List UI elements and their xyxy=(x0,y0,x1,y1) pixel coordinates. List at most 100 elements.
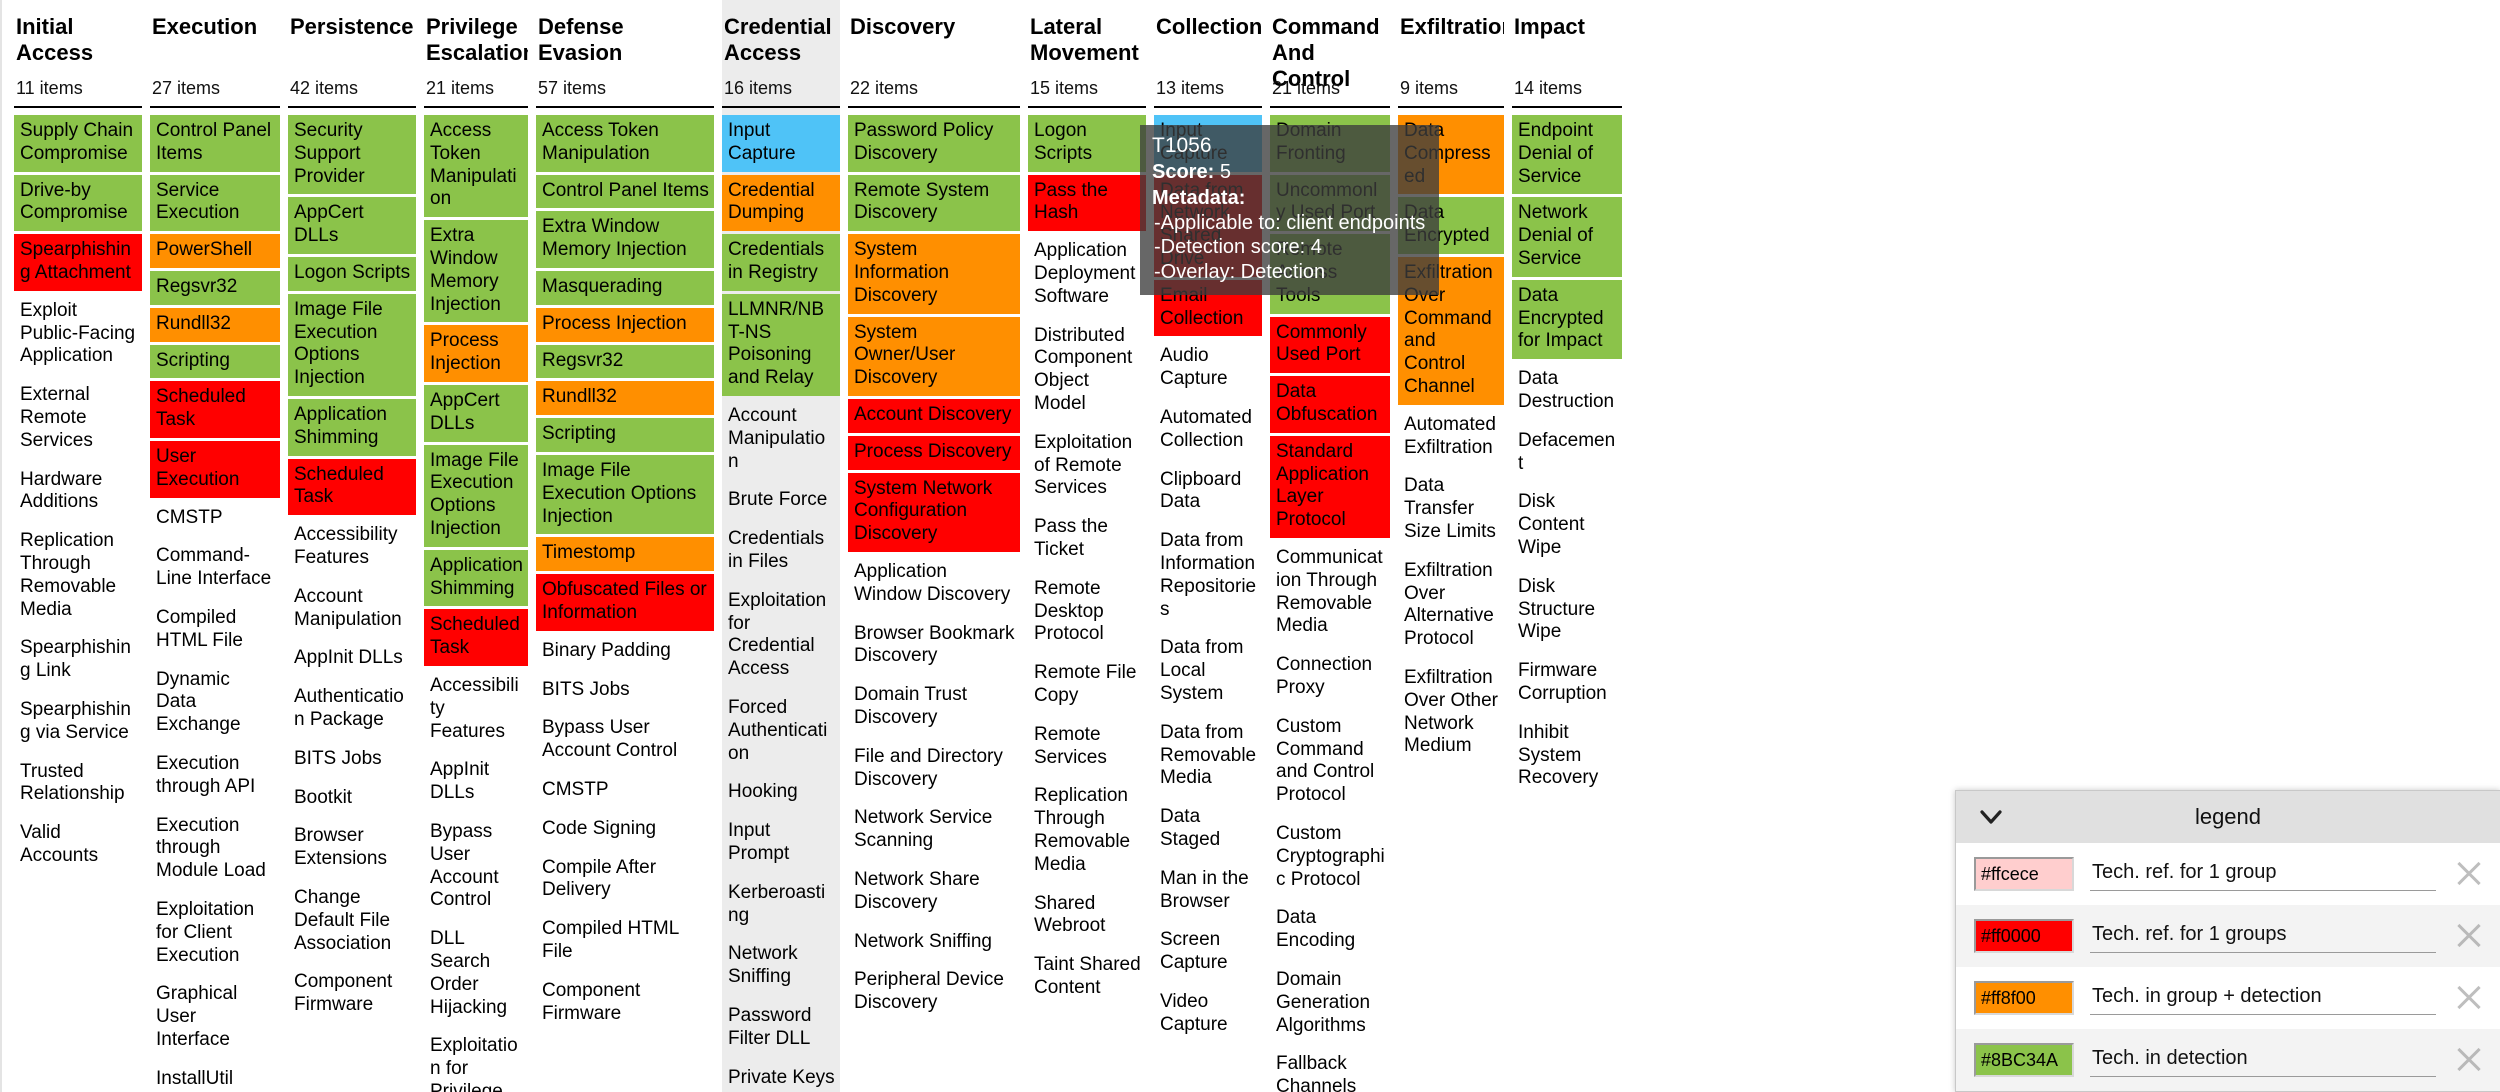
technique-cell[interactable]: Application Shimming xyxy=(288,398,416,456)
technique-cell[interactable]: Process Injection xyxy=(536,307,714,342)
legend-color-input[interactable]: #ff0000 xyxy=(1974,919,2074,953)
technique-cell[interactable]: Disk Content Wipe xyxy=(1518,491,1585,558)
legend-label-input[interactable]: Tech. in detection xyxy=(2090,1043,2436,1077)
technique-cell[interactable]: Commonly Used Port xyxy=(1270,316,1390,374)
technique-cell[interactable]: Credential Dumping xyxy=(722,174,840,232)
technique-cell[interactable]: Domain Fronting xyxy=(1270,115,1390,172)
technique-cell[interactable]: Custom Command and Control Protocol xyxy=(1276,715,1375,806)
technique-cell[interactable]: Rundll32 xyxy=(536,381,714,416)
technique-cell[interactable]: Regsvr32 xyxy=(536,344,714,379)
technique-cell[interactable]: Image File Execution Options Injection xyxy=(536,454,714,535)
technique-cell[interactable]: Control Panel Items xyxy=(536,174,714,209)
technique-cell[interactable]: Compiled HTML File xyxy=(542,918,679,962)
technique-cell[interactable]: Data from Network Shared Drive xyxy=(1154,174,1262,277)
technique-cell[interactable]: Communication Through Removable Media xyxy=(1276,546,1383,637)
technique-cell[interactable]: Kerberoasting xyxy=(728,881,826,926)
technique-cell[interactable]: Data from Removable Media xyxy=(1160,721,1257,789)
technique-cell[interactable]: BITS Jobs xyxy=(542,678,630,700)
technique-cell[interactable]: Domain Trust Discovery xyxy=(854,684,967,728)
technique-cell[interactable]: Trusted Relationship xyxy=(20,760,125,805)
technique-cell[interactable]: Browser Bookmark Discovery xyxy=(854,622,1015,667)
tactic-header-impact[interactable]: Impact xyxy=(1514,14,1585,39)
technique-cell[interactable]: Remote System Discovery xyxy=(848,174,1020,232)
technique-cell[interactable]: Remote File Copy xyxy=(1034,662,1137,706)
technique-cell[interactable]: Drive-by Compromise xyxy=(14,174,142,232)
technique-cell[interactable]: Scheduled Task xyxy=(150,381,280,438)
legend-color-input[interactable]: #8BC34A xyxy=(1974,1043,2074,1077)
technique-cell[interactable]: Exploitation for Credential Access xyxy=(728,589,827,680)
technique-cell[interactable]: Man in the Browser xyxy=(1160,867,1249,912)
technique-cell[interactable]: Regsvr32 xyxy=(150,270,280,305)
technique-cell[interactable]: Distributed Component Object Model xyxy=(1034,324,1133,414)
technique-cell[interactable]: PowerShell xyxy=(150,234,280,268)
technique-cell[interactable]: Execution through Module Load xyxy=(156,814,266,882)
technique-cell[interactable]: Binary Padding xyxy=(542,639,671,661)
technique-cell[interactable]: Input Capture xyxy=(1154,115,1262,172)
technique-cell[interactable]: Audio Capture xyxy=(1160,345,1228,390)
technique-cell[interactable]: Accessibility Features xyxy=(294,524,398,568)
technique-cell[interactable]: Automated Collection xyxy=(1160,406,1252,451)
technique-cell[interactable]: Exploitation of Remote Services xyxy=(1034,431,1133,499)
technique-cell[interactable]: Taint Shared Content xyxy=(1034,954,1141,998)
technique-cell[interactable]: Component Firmware xyxy=(294,971,393,1016)
technique-cell[interactable]: Accessibility Features xyxy=(430,674,519,742)
technique-cell[interactable]: Input Capture xyxy=(722,115,840,172)
technique-cell[interactable]: CMSTP xyxy=(156,506,223,528)
tactic-header-defense-evasion[interactable]: Defense Evasion xyxy=(538,14,624,65)
technique-cell[interactable]: Firmware Corruption xyxy=(1518,660,1607,704)
technique-cell[interactable]: Brute Force xyxy=(728,489,828,511)
technique-cell[interactable]: Image File Execution Options Injection xyxy=(288,293,416,396)
technique-cell[interactable]: AppCert DLLs xyxy=(288,197,416,254)
technique-cell[interactable]: Application Window Discovery xyxy=(854,560,1011,605)
technique-cell[interactable]: Service Execution xyxy=(150,174,280,232)
tactic-header-lateral-movement[interactable]: Lateral Movement xyxy=(1030,14,1139,65)
technique-cell[interactable]: Scheduled Task xyxy=(424,609,528,666)
technique-cell[interactable]: Peripheral Device Discovery xyxy=(854,969,1004,1014)
technique-cell[interactable]: Replication Through Removable Media xyxy=(20,530,117,620)
technique-cell[interactable]: Remote Access Tools xyxy=(1270,234,1390,314)
close-icon[interactable] xyxy=(2452,1043,2486,1077)
tactic-header-collection[interactable]: Collection xyxy=(1156,14,1262,39)
legend-header[interactable]: legend xyxy=(1956,791,2500,843)
technique-cell[interactable]: Security Support Provider xyxy=(288,115,416,195)
legend-label-input[interactable]: Tech. in group + detection xyxy=(2090,981,2436,1015)
technique-cell[interactable]: Replication Through Removable Media xyxy=(1034,785,1131,875)
technique-cell[interactable]: Bypass User Account Control xyxy=(430,820,499,911)
technique-cell[interactable]: Exfiltration Over Command and Control Ch… xyxy=(1398,256,1504,405)
technique-cell[interactable]: Data Compressed xyxy=(1398,115,1504,195)
tactic-header-privilege-escalation[interactable]: Privilege Escalation xyxy=(426,14,528,65)
tactic-header-credential-access[interactable]: Credential Access xyxy=(724,14,832,65)
technique-cell[interactable]: Fallback Channels xyxy=(1276,1053,1357,1092)
technique-cell[interactable]: Masquerading xyxy=(536,270,714,305)
technique-cell[interactable]: Standard Application Layer Protocol xyxy=(1270,435,1390,538)
technique-cell[interactable]: System Network Configuration Discovery xyxy=(848,472,1020,552)
technique-cell[interactable]: Scripting xyxy=(150,344,280,379)
technique-cell[interactable]: Process Discovery xyxy=(848,435,1020,470)
technique-cell[interactable]: Connection Proxy xyxy=(1276,654,1373,698)
technique-cell[interactable]: Extra Window Memory Injection xyxy=(424,220,528,323)
technique-cell[interactable]: Private Keys xyxy=(728,1066,835,1088)
chevron-down-icon[interactable] xyxy=(1978,804,2004,830)
technique-cell[interactable]: Code Signing xyxy=(542,817,657,839)
technique-cell[interactable]: Clipboard Data xyxy=(1160,468,1242,513)
technique-cell[interactable]: Obfuscated Files or Information xyxy=(536,574,714,631)
technique-cell[interactable]: Data Obfuscation xyxy=(1270,376,1390,433)
technique-cell[interactable]: Timestomp xyxy=(536,537,714,572)
technique-cell[interactable]: Exploitation for Client Execution xyxy=(156,898,255,966)
technique-cell[interactable]: Bootkit xyxy=(294,786,353,808)
technique-cell[interactable]: Exploitation for Privilege Escalation xyxy=(430,1035,518,1092)
technique-cell[interactable]: Data Encrypted for Impact xyxy=(1512,279,1622,360)
technique-cell[interactable]: Disk Structure Wipe xyxy=(1518,575,1596,643)
legend-color-input[interactable]: #ffcece xyxy=(1974,857,2074,891)
technique-cell[interactable]: Data Destruction xyxy=(1518,368,1615,412)
technique-cell[interactable]: Remote Services xyxy=(1034,723,1107,768)
technique-cell[interactable]: Password Filter DLL xyxy=(728,1004,812,1049)
technique-cell[interactable]: DLL Search Order Hijacking xyxy=(430,928,508,1018)
technique-cell[interactable]: Access Token Manipulation xyxy=(424,115,528,218)
technique-cell[interactable]: System Owner/User Discovery xyxy=(848,316,1020,396)
technique-cell[interactable]: Domain Generation Algorithms xyxy=(1276,968,1371,1036)
technique-cell[interactable]: Network Sniffing xyxy=(854,930,992,952)
technique-cell[interactable]: Rundll32 xyxy=(150,307,280,342)
technique-cell[interactable]: Pass the Hash xyxy=(1028,174,1146,232)
